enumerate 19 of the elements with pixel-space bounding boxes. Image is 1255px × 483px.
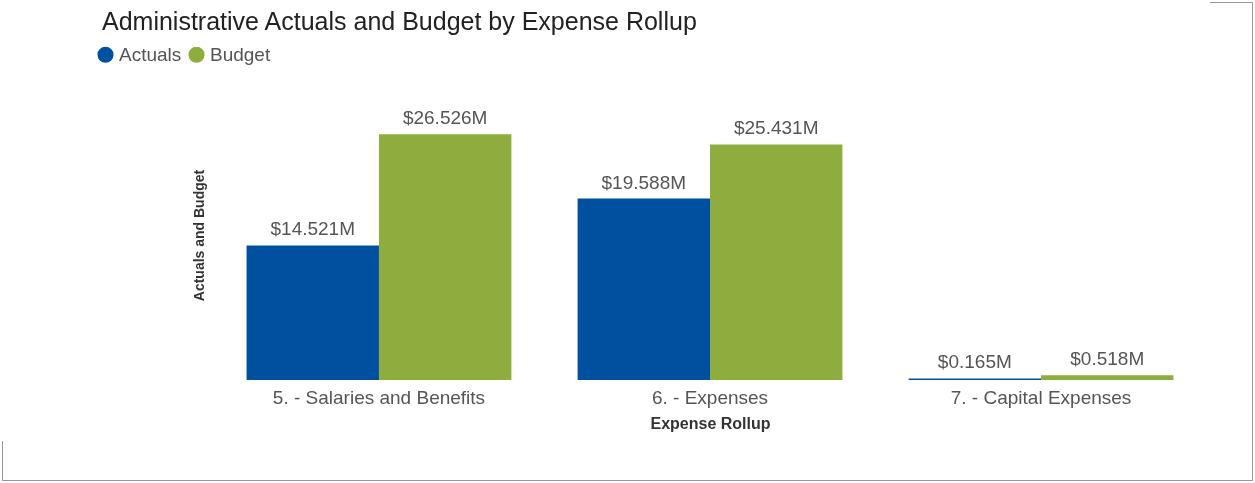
data-label: $19.588M [601,171,687,193]
data-label: $0.518M [1070,348,1145,370]
chart-title: Administrative Actuals and Budget by Expense Rollup [102,7,697,35]
data-label: $25.431M [733,117,819,139]
data-label: $26.526M [402,107,488,129]
legend-label: Budget [210,43,271,65]
x-tick-label: 5. - Salaries and Benefits [272,386,486,408]
data-label: $14.521M [270,218,356,240]
bar [246,245,379,380]
bar [1041,375,1174,380]
bar [710,144,843,380]
x-tick-label: 7. - Capital Expenses [950,386,1132,408]
x-axis-title: Expense Rollup [650,414,771,432]
legend-label: Actuals [119,43,182,65]
x-tick-label: 6. - Expenses [651,386,769,408]
data-label: $0.165M [937,351,1012,373]
bar [577,198,710,380]
bar [378,134,512,380]
y-axis-title: Actuals and Budget [190,169,207,302]
